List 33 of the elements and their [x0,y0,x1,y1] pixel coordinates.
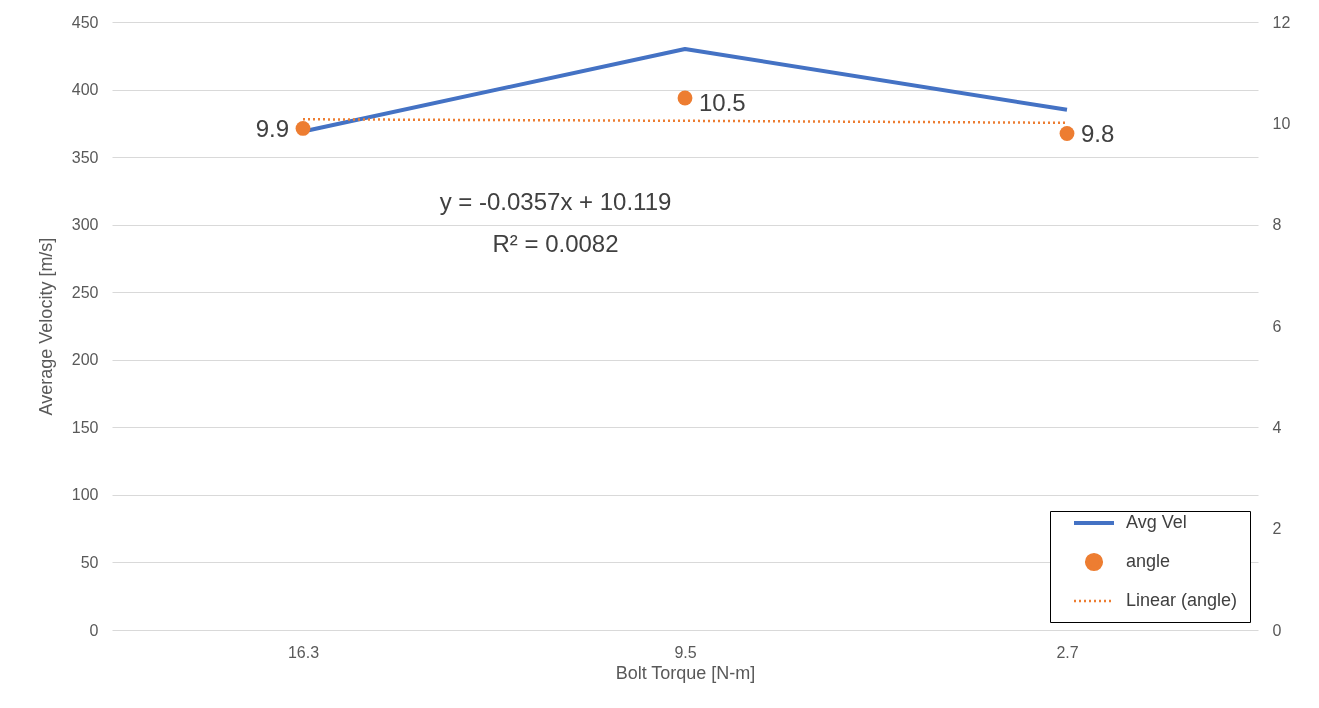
y-tick-label: 350 [71,148,99,166]
y2-tick-label: 4 [1272,418,1282,436]
x-tick-label: 9.5 [674,643,697,661]
point [677,90,693,106]
y-tick-label: 400 [71,81,99,99]
y-tick-label: 150 [71,418,99,436]
y-tick-label: 250 [71,283,99,301]
y-tick-label: 200 [71,351,99,369]
y-tick-label: 100 [71,486,99,504]
data-label: 10.5 [699,89,746,116]
y2-tick-label: 6 [1272,317,1282,335]
y-tick-label: 0 [89,621,99,639]
y-axis-title: Average Velocity [m/s] [35,237,56,416]
annotation: y = -0.0357x + 10.119 [439,188,672,215]
x-tick-label: 16.3 [287,643,320,661]
y2-tick-label: 10 [1272,114,1291,132]
data-label: 9.9 [255,115,289,143]
point [295,121,311,136]
legend-label: Avg Vel [1126,512,1187,532]
y-tick-label: 50 [80,553,99,571]
y2-tick-label: 12 [1272,13,1291,31]
x-axis-title: Bolt Torque [N-m] [615,662,756,683]
data-label: 9.8 [1081,120,1115,148]
legend-label: Linear (angle) [1126,590,1238,610]
y-tick-label: 300 [71,216,99,234]
y2-tick-label: 8 [1272,216,1282,234]
y-tick-label: 450 [71,13,99,31]
y2-tick-label: 2 [1272,520,1282,538]
y2-tick-label: 0 [1272,621,1282,639]
annotation: R² = 0.0082 [492,230,619,257]
legend-label: angle [1126,551,1171,571]
point [1059,126,1075,141]
x-tick-label: 2.7 [1056,643,1079,661]
